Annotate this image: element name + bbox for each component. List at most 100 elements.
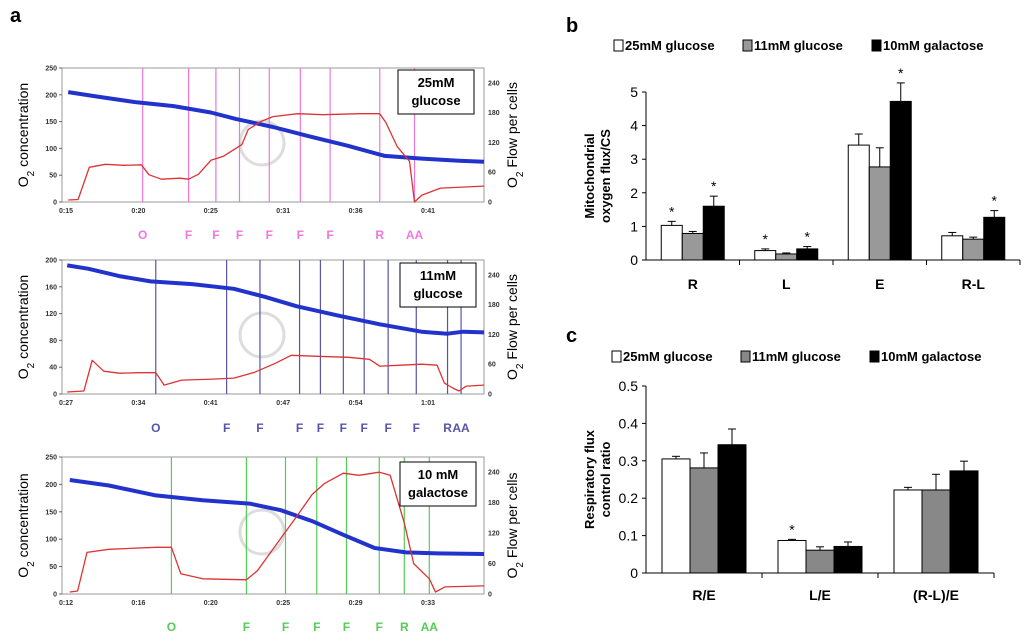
event-label: F [297, 228, 304, 242]
legend-label: 10mM galactose [881, 349, 981, 364]
event-label: R [375, 228, 384, 242]
y-left-tick-label: 0 [53, 200, 57, 207]
y-left-tick-label: 100 [45, 537, 57, 544]
bar [833, 545, 863, 574]
event-label: F [376, 620, 383, 634]
bar [681, 232, 704, 261]
y-right-tick-label: 180 [488, 110, 500, 117]
y-right-axis-title: O2 Flow per cells [504, 274, 526, 380]
y-left-tick-label: 100 [45, 146, 57, 153]
x-tick-label: 0:36 [349, 208, 363, 215]
event-label: AA [421, 620, 439, 634]
x-tick-label: 0:20 [204, 600, 218, 607]
bar [921, 489, 951, 574]
panel-label-b: b [566, 15, 578, 37]
y-right-axis-title: O2 Flow per cells [504, 473, 526, 579]
legend-label: 25mM glucose [623, 349, 713, 364]
y-left-tick-label: 250 [45, 455, 57, 462]
y-tick-label: 1 [630, 218, 638, 234]
y-left-axis-title: O2 concentration [15, 275, 37, 379]
y-axis-title-line: Respiratory flux [582, 429, 597, 529]
o2-flow-line [67, 354, 485, 393]
y-right-tick-label: 180 [488, 500, 500, 507]
y-tick-label: 2 [630, 185, 638, 201]
category-label: L [782, 276, 791, 292]
significance-star: * [711, 178, 717, 194]
y-tick-label: 4 [630, 118, 638, 134]
y-left-tick-label: 200 [45, 92, 57, 99]
x-tick-label: 0:41 [421, 208, 435, 215]
o2-concentration-line [66, 263, 485, 336]
bar [868, 166, 891, 261]
bar [777, 539, 807, 574]
y-tick-label: 3 [630, 151, 638, 167]
legend-label: 11mM glucose [754, 38, 843, 53]
bar [983, 216, 1006, 261]
x-tick-label: 0:15 [59, 208, 73, 215]
bar-chart-b: 25mM glucose 11mM glucose 10mM galactose 0 1… [582, 38, 1021, 292]
bar [949, 470, 979, 574]
category-label: (R-L)/E [913, 587, 959, 603]
y-tick-label: 0 [630, 565, 638, 581]
y-left-tick-label: 0 [53, 392, 57, 399]
bar [754, 250, 777, 261]
y-tick-label: 0.5 [619, 378, 639, 394]
event-label: F [343, 620, 350, 634]
legend-swatch [611, 350, 622, 363]
condition-label-line: galactose [408, 485, 468, 500]
bar [941, 235, 964, 261]
y-tick-label: 0.3 [619, 453, 639, 469]
bar [775, 253, 798, 261]
condition-label-box [399, 461, 477, 507]
x-tick-label: 1:01 [421, 400, 435, 407]
event-label: F [236, 228, 243, 242]
y-right-tick-label: 120 [488, 531, 500, 538]
condition-label-line: glucose [411, 93, 460, 108]
bar [805, 549, 835, 574]
y-tick-label: 0.4 [619, 415, 639, 431]
y-left-tick-label: 40 [49, 365, 57, 372]
y-right-tick-label: 240 [488, 470, 500, 477]
x-tick-label: 0:29 [349, 600, 363, 607]
y-tick-label: 5 [630, 84, 638, 100]
y-left-tick-label: 50 [49, 564, 57, 571]
condition-label-line: 25mM [418, 75, 455, 90]
o2-concentration-line [67, 90, 485, 164]
y-right-tick-label: 120 [488, 332, 500, 339]
y-right-axis-title-text: O2 Flow per cells [504, 274, 526, 380]
x-tick-label: 0:16 [131, 600, 145, 607]
event-label: F [313, 620, 320, 634]
event-label: F [384, 421, 391, 435]
legend-label: 11mM glucose [752, 349, 841, 364]
event-label: F [361, 421, 368, 435]
y-left-tick-label: 200 [45, 482, 57, 489]
y-left-tick-label: 150 [45, 509, 57, 516]
event-label: AA [452, 421, 470, 435]
y-left-tick-label: 80 [49, 338, 57, 345]
x-tick-label: 0:27 [59, 400, 73, 407]
y-right-tick-label: 60 [488, 362, 496, 369]
significance-star: * [992, 193, 998, 209]
event-label: R [443, 421, 452, 435]
x-tick-label: 0:25 [204, 208, 218, 215]
bar [689, 467, 719, 574]
event-label: F [256, 421, 263, 435]
y-left-tick-label: 200 [45, 258, 57, 265]
event-label: O [138, 228, 147, 242]
event-label: R [400, 620, 409, 634]
event-label: F [243, 620, 250, 634]
y-right-axis-title: O2 Flow per cells [504, 82, 526, 188]
significance-star: * [898, 65, 904, 81]
o2-flow-line [68, 113, 485, 203]
legend-swatch [740, 350, 751, 363]
o2-flow-line [69, 471, 485, 593]
bar [847, 144, 870, 261]
y-tick-label: 0.2 [619, 490, 639, 506]
legend-label: 25mM glucose [625, 38, 715, 53]
y-right-tick-label: 240 [488, 80, 500, 87]
category-label: L/E [809, 587, 831, 603]
y-left-tick-label: 150 [45, 119, 57, 126]
panel-label-c: c [566, 325, 577, 347]
